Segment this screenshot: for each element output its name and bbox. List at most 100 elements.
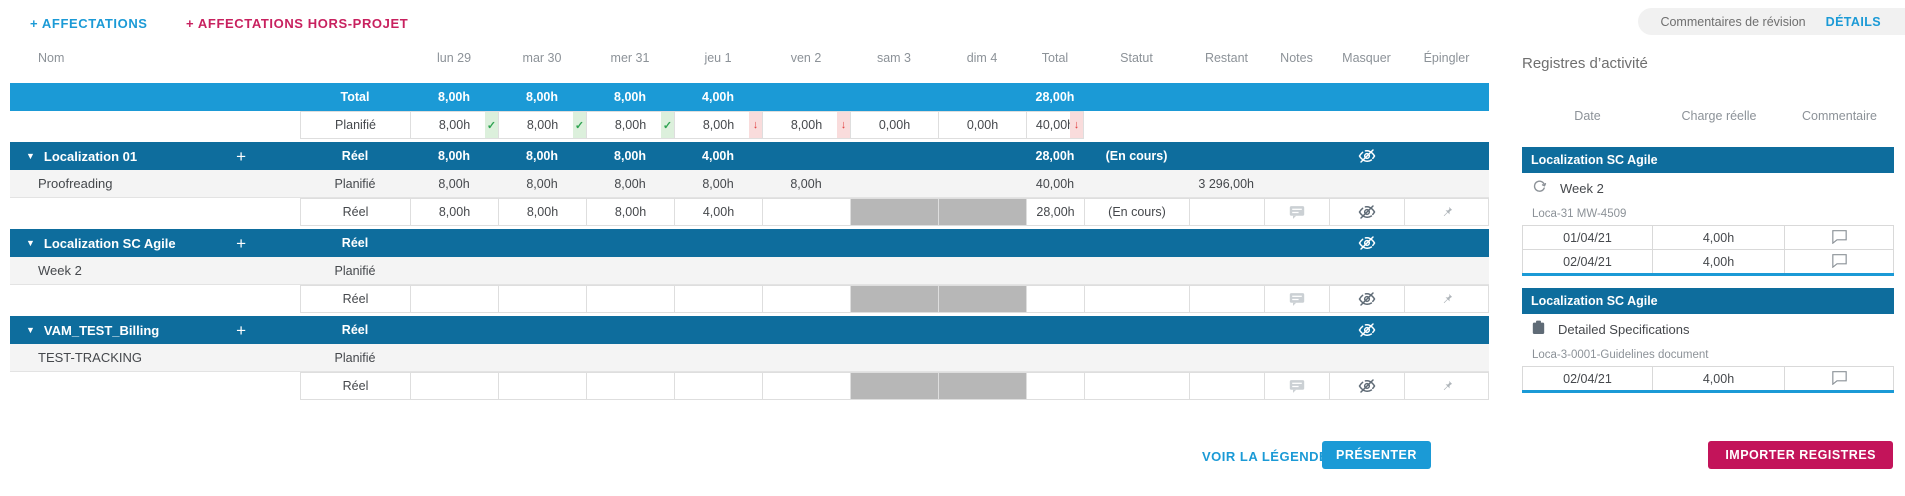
day-total-cell — [938, 83, 1026, 111]
notes-icon[interactable] — [1265, 199, 1329, 225]
day-real-input[interactable]: 8,00h — [586, 198, 674, 226]
day-real-input[interactable] — [762, 372, 850, 400]
week-real-total-cell: 28,00h — [1026, 198, 1084, 226]
col-header-commentaire: Commentaire — [1801, 109, 1878, 123]
collapse-caret-icon[interactable]: ▼ — [26, 151, 35, 161]
submit-button[interactable]: PRÉSENTER — [1322, 441, 1431, 469]
col-header-day: sam 3 — [876, 51, 912, 65]
day-real-input[interactable] — [674, 372, 762, 400]
row-type-label: Réel — [341, 323, 369, 337]
row-type-label: Réel — [300, 372, 410, 400]
day-planned-cell: 8,00h ↓ — [762, 111, 850, 139]
row-type-label: Réel — [341, 149, 369, 163]
hide-row-icon[interactable] — [1329, 316, 1404, 344]
hide-row-icon[interactable] — [1330, 199, 1404, 225]
day-real-input[interactable] — [498, 285, 586, 313]
day-total-cell: 8,00h — [438, 90, 470, 104]
project-name: VAM_TEST_Billing — [43, 322, 160, 338]
col-header-masquer: Masquer — [1342, 51, 1391, 65]
on-target-indicator-icon: ✓ — [485, 112, 498, 138]
add-task-button[interactable]: + — [236, 233, 246, 253]
day-real-total: 8,00h — [438, 149, 470, 163]
day-real-total — [762, 142, 850, 170]
hide-row-icon[interactable] — [1330, 373, 1404, 399]
view-legend-link[interactable]: VOIR LA LÉGENDE — [1202, 449, 1329, 464]
import-logs-button[interactable]: IMPORTER REGISTRES — [1708, 441, 1893, 469]
col-header-charge: Charge réelle — [1681, 109, 1757, 123]
status-cell: (En cours) — [1084, 198, 1189, 226]
clipboard-task-icon — [1532, 320, 1545, 338]
notes-icon[interactable] — [1265, 373, 1329, 399]
pin-icon[interactable] — [1405, 373, 1488, 399]
day-planned-cell: 8,00h ✓ — [586, 111, 674, 139]
add-task-button[interactable]: + — [236, 146, 246, 166]
day-real-input-weekend — [938, 372, 1026, 400]
day-real-input[interactable] — [498, 372, 586, 400]
activity-log-title: Registres d’activité — [1522, 55, 1648, 72]
activity-task-reference: Loca-31 MW-4509 — [1532, 208, 1627, 220]
day-total-cell: 8,00h — [526, 90, 558, 104]
activity-entry-row: 02/04/21 4,00h — [1522, 366, 1894, 390]
activity-block: Localization SC Agile Detailed Specifica… — [1522, 288, 1894, 393]
day-real-input[interactable]: 4,00h — [674, 198, 762, 226]
day-planned-cell: 8,00h — [438, 176, 470, 191]
row-type-label: Réel — [341, 236, 369, 250]
entry-charge: 4,00h — [1653, 250, 1785, 273]
row-type-label: Planifié — [334, 263, 376, 278]
status-cell — [1084, 372, 1189, 400]
hide-row-icon[interactable] — [1329, 229, 1404, 257]
timesheet-grid: Nom lun 29 mar 30 mer 31 jeu 1 ven 2 sam… — [10, 50, 1489, 400]
task-name: Week 2 — [38, 263, 82, 278]
day-total-cell — [762, 83, 850, 111]
day-real-input[interactable] — [586, 372, 674, 400]
day-real-input-weekend — [850, 285, 938, 313]
task-name: TEST-TRACKING — [38, 350, 143, 365]
day-real-input[interactable]: 8,00h — [410, 198, 498, 226]
activity-project-header: Localization SC Agile — [1522, 288, 1894, 314]
col-header-notes: Notes — [1280, 51, 1313, 65]
grid-header-row: Nom lun 29 mar 30 mer 31 jeu 1 ven 2 sam… — [10, 50, 1489, 66]
planned-summary-row: Planifié 8,00h ✓ 8,00h ✓ 8,00h ✓ 8,00h ↓ 8,0… — [10, 111, 1489, 139]
day-real-input[interactable] — [586, 285, 674, 313]
day-real-input[interactable] — [762, 198, 850, 226]
collapse-caret-icon[interactable]: ▼ — [26, 325, 35, 335]
day-total-cell: 4,00h — [702, 90, 734, 104]
revision-comments-tab[interactable]: Commentaires de révision — [1660, 14, 1806, 29]
pin-icon[interactable] — [1405, 286, 1488, 312]
day-real-input[interactable] — [674, 285, 762, 313]
row-type-label: Planifié — [300, 111, 410, 139]
day-planned-cell: 8,00h — [526, 176, 558, 191]
day-real-input[interactable] — [762, 285, 850, 313]
week-total-cell: 28,00h — [1035, 149, 1075, 163]
day-planned-cell: 8,00h — [790, 176, 822, 191]
collapse-caret-icon[interactable]: ▼ — [26, 238, 35, 248]
day-real-input[interactable] — [410, 372, 498, 400]
on-target-indicator-icon: ✓ — [573, 112, 586, 138]
hide-row-icon[interactable] — [1330, 286, 1404, 312]
notes-icon[interactable] — [1265, 286, 1329, 312]
details-tab[interactable]: DÉTAILS — [1825, 14, 1881, 29]
col-header-day: mar 30 — [522, 51, 562, 65]
pin-icon[interactable] — [1405, 199, 1488, 225]
task-planned-row: TEST-TRACKING Planifié — [10, 344, 1489, 372]
col-header-date: Date — [1574, 109, 1601, 123]
add-task-button[interactable]: + — [236, 320, 246, 340]
day-total-cell: 8,00h — [614, 90, 646, 104]
activity-block: Localization SC Agile Week 2 Loca-31 MW-… — [1522, 147, 1894, 276]
add-offproject-assignments-link[interactable]: + AFFECTATIONS HORS-PROJET — [186, 16, 409, 31]
col-header-total: Total — [1041, 51, 1069, 65]
comment-icon[interactable] — [1831, 253, 1848, 271]
entry-date: 02/04/21 — [1522, 367, 1653, 390]
comment-icon[interactable] — [1831, 370, 1848, 388]
day-real-input[interactable] — [410, 285, 498, 313]
col-header-day: lun 29 — [436, 51, 472, 65]
hide-row-icon[interactable] — [1329, 142, 1404, 170]
col-header-statut: Statut — [1120, 51, 1153, 65]
entry-date: 01/04/21 — [1522, 226, 1653, 249]
add-assignments-link[interactable]: + AFFECTATIONS — [30, 16, 148, 31]
day-real-input[interactable]: 8,00h — [498, 198, 586, 226]
comment-icon[interactable] — [1831, 229, 1848, 247]
row-type-label: Total — [340, 90, 370, 104]
activity-entry-row: 02/04/21 4,00h — [1522, 249, 1894, 273]
week-real-total-cell — [1026, 285, 1084, 313]
